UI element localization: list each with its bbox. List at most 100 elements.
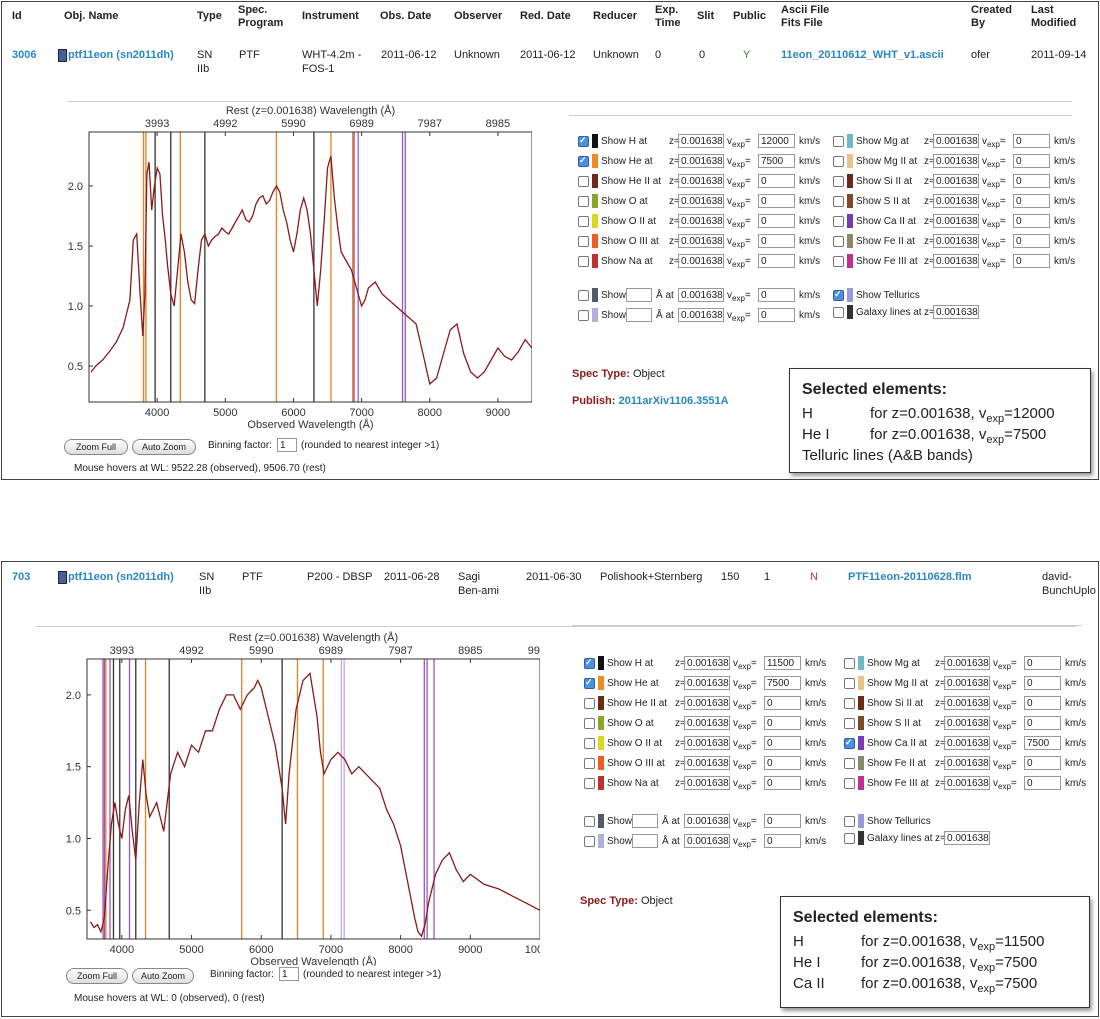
zoom-full-button[interactable]: Zoom Full bbox=[64, 439, 128, 455]
vexp-input[interactable]: 0 bbox=[1024, 776, 1061, 790]
element-checkbox[interactable] bbox=[584, 778, 595, 789]
vexp-input[interactable]: 0 bbox=[1024, 656, 1061, 670]
element-checkbox[interactable] bbox=[578, 256, 589, 267]
vexp-input[interactable]: 0 bbox=[758, 254, 795, 268]
vexp-input[interactable]: 0 bbox=[764, 756, 801, 770]
vexp-input[interactable]: 0 bbox=[764, 814, 801, 828]
vexp-input[interactable]: 0 bbox=[1024, 696, 1061, 710]
z-input[interactable]: 0.001638 bbox=[678, 154, 724, 168]
element-checkbox[interactable] bbox=[578, 132, 589, 149]
z-input[interactable]: 0.001638 bbox=[684, 736, 730, 750]
element-checkbox[interactable] bbox=[584, 758, 595, 769]
binning-input[interactable]: 1 bbox=[279, 967, 299, 981]
z-input[interactable]: 0.001638 bbox=[684, 814, 730, 828]
galaxy-checkbox[interactable] bbox=[833, 307, 844, 318]
custom-wavelength-input[interactable] bbox=[632, 814, 658, 828]
z-input[interactable]: 0.001638 bbox=[933, 174, 979, 188]
z-input[interactable]: 0.001638 bbox=[933, 194, 979, 208]
vexp-input[interactable]: 0 bbox=[758, 214, 795, 228]
vexp-input[interactable]: 0 bbox=[1013, 134, 1050, 148]
galaxy-z-input[interactable]: 0.001638 bbox=[933, 305, 979, 319]
custom-wavelength-input[interactable] bbox=[626, 308, 652, 322]
vexp-input[interactable]: 7500 bbox=[758, 154, 795, 168]
vexp-input[interactable]: 0 bbox=[764, 776, 801, 790]
z-input[interactable]: 0.001638 bbox=[944, 776, 990, 790]
vexp-input[interactable]: 0 bbox=[1013, 174, 1050, 188]
row-id-link[interactable]: 3006 bbox=[12, 49, 37, 61]
vexp-input[interactable]: 0 bbox=[1013, 234, 1050, 248]
vexp-input[interactable]: 0 bbox=[758, 288, 795, 302]
custom-checkbox[interactable] bbox=[578, 310, 589, 321]
binning-input[interactable]: 1 bbox=[277, 438, 297, 452]
element-checkbox[interactable] bbox=[844, 658, 855, 669]
spectrum-chart-2[interactable]: Rest (z=0.001638) Wavelength (Å) 3993 4992… bbox=[40, 626, 540, 966]
z-input[interactable]: 0.001638 bbox=[944, 696, 990, 710]
vexp-input[interactable]: 0 bbox=[1013, 214, 1050, 228]
galaxy-checkbox[interactable] bbox=[844, 833, 855, 844]
publish-link[interactable]: 2011arXiv1106.3551A bbox=[618, 395, 729, 407]
object-name-link[interactable]: ptf11eon (sn2011dh) bbox=[68, 571, 174, 583]
z-input[interactable]: 0.001638 bbox=[933, 234, 979, 248]
z-input[interactable]: 0.001638 bbox=[933, 214, 979, 228]
z-input[interactable]: 0.001638 bbox=[684, 756, 730, 770]
z-input[interactable]: 0.001638 bbox=[684, 716, 730, 730]
vexp-input[interactable]: 0 bbox=[764, 736, 801, 750]
z-input[interactable]: 0.001638 bbox=[944, 676, 990, 690]
spectrum-icon[interactable] bbox=[58, 49, 67, 62]
element-checkbox[interactable] bbox=[584, 718, 595, 729]
z-input[interactable]: 0.001638 bbox=[678, 134, 724, 148]
element-checkbox[interactable] bbox=[833, 236, 844, 247]
custom-checkbox[interactable] bbox=[584, 836, 595, 847]
element-checkbox[interactable] bbox=[833, 156, 844, 167]
custom-checkbox[interactable] bbox=[584, 816, 595, 827]
object-name-link[interactable]: ptf11eon (sn2011dh) bbox=[68, 49, 174, 61]
element-checkbox[interactable] bbox=[578, 236, 589, 247]
z-input[interactable]: 0.001638 bbox=[944, 736, 990, 750]
ascii-file-link[interactable]: 11eon_20110612_WHT_v1.ascii bbox=[781, 49, 944, 61]
vexp-input[interactable]: 0 bbox=[764, 696, 801, 710]
vexp-input[interactable]: 0 bbox=[758, 174, 795, 188]
z-input[interactable]: 0.001638 bbox=[933, 134, 979, 148]
z-input[interactable]: 0.001638 bbox=[944, 756, 990, 770]
z-input[interactable]: 0.001638 bbox=[684, 776, 730, 790]
vexp-input[interactable]: 0 bbox=[1024, 756, 1061, 770]
tellurics-checkbox[interactable] bbox=[833, 286, 844, 303]
vexp-input[interactable]: 0 bbox=[758, 308, 795, 322]
element-checkbox[interactable] bbox=[833, 176, 844, 187]
element-checkbox[interactable] bbox=[844, 718, 855, 729]
vexp-input[interactable]: 7500 bbox=[1024, 736, 1061, 750]
galaxy-z-input[interactable]: 0.001638 bbox=[944, 831, 990, 845]
element-checkbox[interactable] bbox=[833, 196, 844, 207]
z-input[interactable]: 0.001638 bbox=[684, 696, 730, 710]
custom-wavelength-input[interactable] bbox=[626, 288, 652, 302]
spectrum-icon[interactable] bbox=[58, 571, 67, 584]
z-input[interactable]: 0.001638 bbox=[684, 656, 730, 670]
vexp-input[interactable]: 7500 bbox=[764, 676, 801, 690]
element-checkbox[interactable] bbox=[584, 738, 595, 749]
element-checkbox[interactable] bbox=[584, 698, 595, 709]
element-checkbox[interactable] bbox=[584, 654, 595, 671]
vexp-input[interactable]: 0 bbox=[1013, 194, 1050, 208]
z-input[interactable]: 0.001638 bbox=[944, 716, 990, 730]
element-checkbox[interactable] bbox=[844, 778, 855, 789]
element-checkbox[interactable] bbox=[844, 698, 855, 709]
element-checkbox[interactable] bbox=[844, 758, 855, 769]
z-input[interactable]: 0.001638 bbox=[684, 834, 730, 848]
ascii-file-link[interactable]: PTF11eon-20110628.flm bbox=[848, 571, 972, 583]
z-input[interactable]: 0.001638 bbox=[933, 154, 979, 168]
element-checkbox[interactable] bbox=[844, 678, 855, 689]
vexp-input[interactable]: 0 bbox=[758, 234, 795, 248]
element-checkbox[interactable] bbox=[844, 734, 855, 751]
custom-wavelength-input[interactable] bbox=[632, 834, 658, 848]
vexp-input[interactable]: 0 bbox=[1024, 676, 1061, 690]
vexp-input[interactable]: 11500 bbox=[764, 656, 801, 670]
vexp-input[interactable]: 0 bbox=[1013, 254, 1050, 268]
z-input[interactable]: 0.001638 bbox=[678, 254, 724, 268]
z-input[interactable]: 0.001638 bbox=[944, 656, 990, 670]
row-id-link[interactable]: 703 bbox=[12, 571, 31, 583]
z-input[interactable]: 0.001638 bbox=[678, 194, 724, 208]
z-input[interactable]: 0.001638 bbox=[678, 288, 724, 302]
tellurics-checkbox[interactable] bbox=[844, 816, 855, 827]
vexp-input[interactable]: 0 bbox=[1013, 154, 1050, 168]
vexp-input[interactable]: 0 bbox=[1024, 716, 1061, 730]
